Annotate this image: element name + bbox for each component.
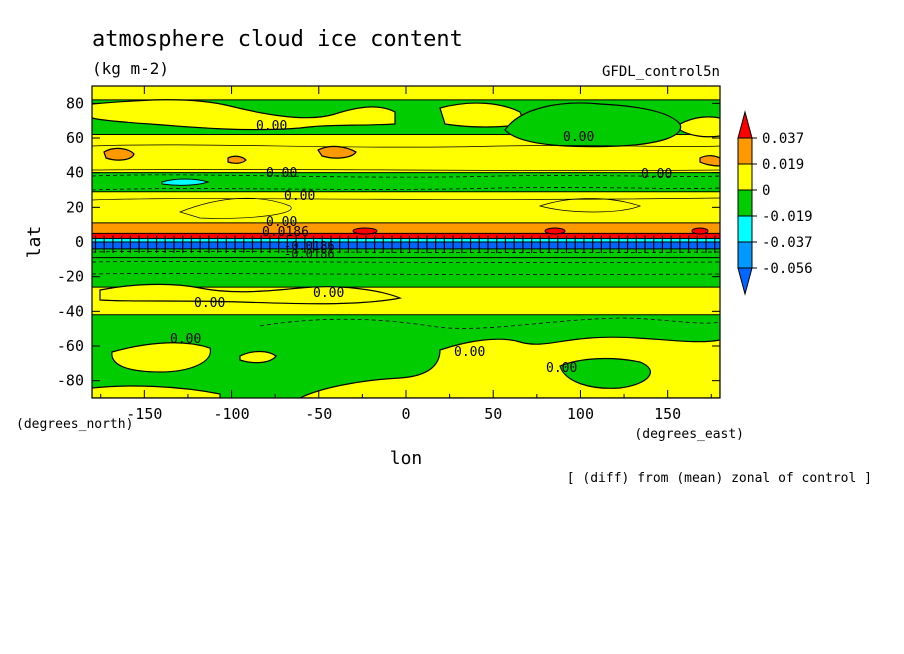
contour-line [92,174,720,178]
y-tick-label: -80 [57,372,84,390]
colorbar-label: -0.056 [762,261,813,277]
contour-label: 0.00 [454,345,485,360]
plot-area [92,86,720,398]
contour-line [92,144,720,148]
y-tick-label: 60 [66,129,84,147]
x-tick-label: 150 [654,405,681,423]
field-patch [161,178,210,186]
contour-line [92,251,720,253]
contour-labels: 0.00 0.00 0.00 0.00 0.00 0.00 0.0186 0.0… [170,119,672,376]
x-tick-label: -100 [213,405,249,423]
color-bands [92,86,720,398]
x-tick-label: 100 [567,405,594,423]
field-patch [679,116,720,138]
contour-label: 0.00 [641,167,672,182]
colorbar-segment [737,189,753,217]
field-patch [699,155,720,167]
equatorial-contour-comb [94,235,716,253]
x-tick-label: 0 [401,405,410,423]
chart-title: atmosphere cloud ice content [92,27,463,52]
colorbar-label: 0.037 [762,131,804,147]
color-band [92,191,720,223]
contour-line [92,261,720,263]
contour-label: 0.00 [546,361,577,376]
y-tick-label: 40 [66,164,84,182]
contour-label: 0.00 [266,166,297,181]
contour-line [538,198,642,213]
colorbar-segment [737,215,753,243]
color-band [92,257,720,288]
dataset-label: GFDL_control5n [602,64,720,80]
footnote: [ (diff) from (mean) zonal of control ] [567,471,872,486]
color-band [92,248,720,258]
color-band [92,238,720,242]
colorbar-bottom-arrow [737,267,753,296]
colorbar-segment [737,137,753,165]
contour-line [92,169,720,171]
contour-label: 0.00 [284,189,315,204]
color-band [92,242,720,249]
field-patch [239,350,277,364]
colorbar-label: -0.037 [762,235,813,251]
field-patch [103,147,135,161]
x-tick-label: -50 [305,405,332,423]
colorbar-label: 0.019 [762,157,804,173]
field-patch [691,227,709,235]
contour-label: 0.00 [266,215,297,230]
contour-line [259,317,720,329]
y-tick-label: 0 [75,233,84,251]
x-tick-label: 50 [484,405,502,423]
colorbar-top-arrow [737,110,753,139]
contour-line [92,197,720,201]
field-patches [92,99,720,398]
colorbar-label: -0.019 [762,209,813,225]
contour-label: 0.00 [256,119,287,134]
solid-contours [92,144,720,219]
colorbar-segment [737,163,753,191]
x-axis-label: lon [390,448,423,469]
field-patch [504,102,682,148]
colorbar-label: 0 [762,183,770,199]
y-tick-label: 20 [66,198,84,216]
field-patch [544,227,566,235]
contour-label: 0.00 [170,332,201,347]
colorbar: 0.037 0.019 0 -0.019 -0.037 -0.056 [737,110,813,296]
field-patch [92,99,396,131]
field-patch [352,227,378,235]
y-tick-label: -60 [57,337,84,355]
field-patch [111,342,211,373]
color-band [92,222,720,234]
field-patch [559,357,651,389]
colorbar-segment [737,241,753,269]
y-tick-label: -20 [57,268,84,286]
y-axis-units: (degrees_north) [16,417,133,432]
contour-line [178,197,292,219]
contour-label: 0.00 [563,130,594,145]
x-axis: -150 -100 -50 0 50 100 150 [100,86,712,423]
contour-label: 0.00 [194,296,225,311]
dashed-contours [92,174,720,329]
field-patch [227,155,247,164]
x-tick-label: -150 [126,405,162,423]
y-axis-label: lat [24,226,45,259]
x-axis-units: (degrees_east) [634,427,744,442]
field-patch [99,283,403,305]
y-axis: 80 60 40 20 0 -20 -40 -60 -80 [57,94,720,390]
y-tick-label: -40 [57,302,84,320]
color-band [92,172,720,192]
contour-label: -0.0186 [284,247,335,261]
color-band [92,233,720,239]
chart-units: (kg m-2) [92,59,169,78]
contour-label: 0.00 [313,286,344,301]
contour-label: -0.0186 [284,239,335,253]
contour-line [92,273,720,275]
contour-label: 0.0186 [262,225,309,240]
contour-line [92,187,720,191]
y-tick-label: 80 [66,94,84,112]
